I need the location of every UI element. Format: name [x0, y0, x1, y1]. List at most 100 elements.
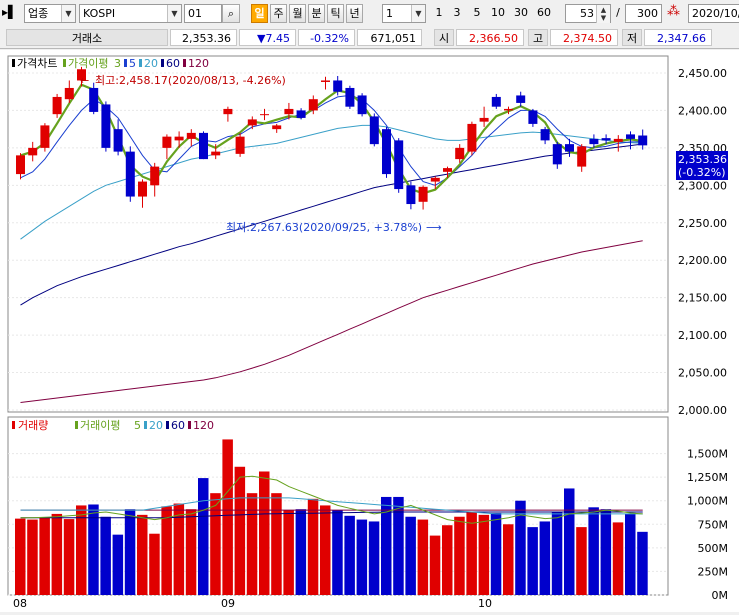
volume-bar [466, 512, 477, 595]
quick-count-5[interactable]: 5 [473, 6, 481, 19]
quote-bar: 거래소 2,353.36 ▼7.45 -0.32% 671,051 시 2,36… [0, 27, 739, 49]
candle [504, 106, 513, 115]
zoom-spinner[interactable]: 53 ▲ ▼ [565, 4, 611, 23]
spinner-arrows-icon[interactable]: ▲ ▼ [596, 5, 610, 23]
volume-bar [185, 509, 197, 595]
toolbar-menu-icon[interactable]: ▸▌ [2, 5, 18, 19]
candle [186, 129, 196, 147]
candle [528, 108, 538, 127]
candle-body [64, 87, 74, 100]
candle [589, 134, 599, 148]
volume-ma-60: 60 [171, 419, 185, 432]
candle [638, 129, 648, 150]
candle-body [296, 110, 306, 118]
price-ma-5: 5 [129, 57, 136, 70]
tab-period-month[interactable]: 월 [289, 4, 306, 23]
candle-body [552, 144, 562, 165]
price-ma-60: 60 [166, 57, 180, 70]
search-button[interactable]: ⌕ [222, 4, 240, 23]
candle [284, 102, 294, 120]
chart-toolbar: ▸▌ 업종 ▼ KOSPI ▼ 01 ⌕ 일 주 월 분 틱 년 1 ▼ 1 3… [0, 0, 739, 28]
date-input[interactable]: 2020/10/ [688, 4, 739, 23]
candle-body [40, 125, 50, 148]
quick-count-3[interactable]: 3 [453, 6, 461, 19]
candle [113, 119, 123, 156]
candle [247, 116, 257, 130]
volume-bar [51, 513, 63, 595]
chart-area[interactable]: 2,450.00 2,400.00 2,350.00 2,300.00 2,250.00… [0, 50, 739, 612]
candle [540, 126, 550, 145]
ma20-line [20, 124, 643, 240]
chevron-down-icon[interactable]: ▼ [61, 5, 75, 22]
candle-body [333, 80, 343, 92]
volume-legend: 거래량 거래이평 5 20 60 120 [12, 419, 214, 432]
volume-bar [259, 471, 270, 595]
exchange-label: 거래소 [6, 29, 168, 46]
volume-bar [405, 516, 416, 595]
quick-count-10[interactable]: 10 [491, 6, 505, 19]
search-icon: ⌕ [227, 7, 235, 20]
volume-bar [393, 496, 404, 595]
volume-bar [173, 503, 185, 595]
volume-axis-tick: 1,250M [687, 471, 728, 484]
candle-body [467, 123, 477, 152]
candle-body [589, 138, 599, 145]
candle [345, 85, 355, 109]
candle [467, 121, 477, 156]
candle-body [125, 151, 135, 197]
candle-body [369, 116, 379, 145]
tab-period-year[interactable]: 년 [346, 4, 363, 23]
tab-period-tick[interactable]: 틱 [327, 4, 344, 23]
volume-bar [271, 493, 282, 595]
quick-count-1[interactable]: 1 [435, 6, 443, 19]
volume-value: 671,051 [357, 29, 422, 46]
candle-body [186, 132, 196, 139]
volume-bar [100, 516, 111, 595]
candle-body [16, 155, 25, 175]
x-label-08: 08 [13, 597, 27, 610]
tab-period-day[interactable]: 일 [251, 4, 268, 23]
market-type-select[interactable]: 업종 ▼ [24, 4, 76, 23]
volume-bar [124, 509, 136, 595]
candle-body [150, 166, 160, 186]
chevron-down-icon[interactable]: ▼ [167, 5, 181, 22]
candle-body [308, 99, 318, 111]
volume-axis-tick: 500M [698, 542, 729, 555]
volume-title: 거래량 [18, 419, 48, 432]
candle-body [174, 136, 184, 141]
legend-marker [188, 421, 191, 429]
volume-bar [332, 510, 343, 595]
tab-period-minute[interactable]: 분 [308, 4, 325, 23]
tab-period-week[interactable]: 주 [270, 4, 287, 23]
high-value: 2,374.50 [550, 29, 618, 46]
index-select[interactable]: KOSPI ▼ [79, 4, 182, 23]
candle [613, 135, 623, 152]
interval-input[interactable]: 01 [184, 4, 222, 23]
candle-body [223, 108, 233, 115]
volume-bar [503, 524, 514, 595]
volume-axis-tick: 1,000M [687, 495, 728, 508]
quick-count-60[interactable]: 60 [537, 6, 551, 19]
volume-bar [149, 533, 160, 595]
grid-settings-icon[interactable]: ⁂ [667, 4, 680, 19]
ma120-line [20, 240, 643, 403]
candle [64, 80, 74, 103]
high-annotation-text: 최고:2,458.17(2020/08/13, -4.26%) [95, 74, 286, 87]
low-value: 2,347.66 [644, 29, 712, 46]
chart-svg[interactable]: 2,450.002,400.002,350.002,300.002,250.00… [0, 50, 739, 612]
volume-axis-tick: 0M [712, 589, 729, 602]
count-select[interactable]: 1 ▼ [382, 4, 426, 23]
legend-marker [183, 59, 186, 67]
volume-bar [454, 516, 465, 595]
volume-bar [564, 488, 575, 595]
total-count-input[interactable]: 300 [625, 4, 662, 23]
candle-body [491, 96, 501, 107]
volume-bar [161, 506, 172, 595]
quick-count-30[interactable]: 30 [514, 6, 528, 19]
volume-layer [15, 439, 648, 595]
candle-layer [16, 66, 648, 210]
legend-marker [75, 421, 78, 429]
candle-body [382, 129, 391, 175]
candle-body [284, 108, 294, 115]
chevron-down-icon[interactable]: ▼ [411, 5, 425, 22]
